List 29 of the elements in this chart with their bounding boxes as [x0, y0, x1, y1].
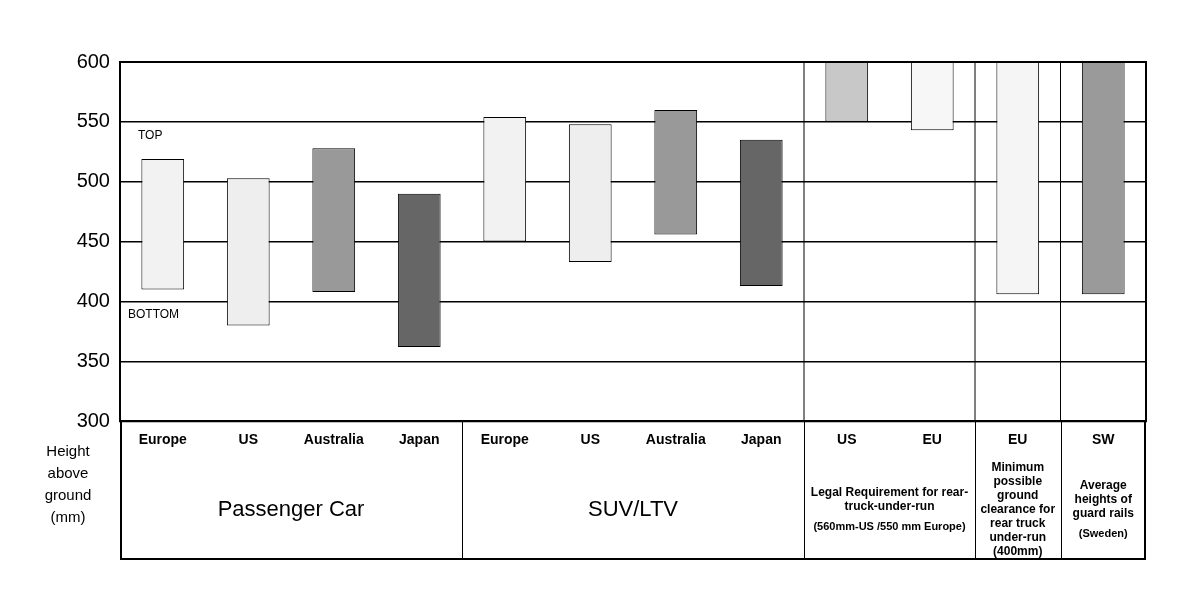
annotation: BOTTOM: [128, 307, 180, 322]
text: (560mm-US /550 mm Europe): [813, 519, 966, 534]
x-tick-label: Australia: [303, 431, 364, 448]
text: Legal Requirement for rear-truck-under-run: [809, 485, 970, 514]
x-tick-label: Japan: [399, 431, 440, 448]
text: (Sweden): [1078, 526, 1128, 541]
y-tick-label: 500: [76, 169, 110, 192]
x-tick-label: Europe: [480, 431, 530, 448]
y-tick-label: 450: [76, 229, 110, 252]
text: Minimum possible ground clearance for rear truck under-run (400mm): [979, 460, 1057, 559]
x-tick-label: EU: [922, 431, 942, 448]
x-tick-label: Japan: [741, 431, 782, 448]
x-tick-label: US: [580, 431, 600, 448]
annotation: TOP: [138, 127, 163, 142]
text: SUV/LTV: [587, 496, 679, 523]
text: Average heights of guard rails: [1071, 478, 1135, 521]
y-tick-label: 550: [76, 109, 110, 132]
y-tick-label: 300: [76, 408, 110, 431]
y-axis-title: Height above ground (mm): [43, 441, 93, 527]
y-tick-label: 400: [76, 288, 110, 311]
x-tick-label: EU: [1008, 431, 1028, 448]
x-tick-label: Europe: [138, 431, 188, 448]
y-tick-label: 350: [76, 348, 110, 371]
x-tick-label: US: [837, 431, 857, 448]
text: Passenger Car: [217, 496, 365, 523]
y-tick-label: 600: [76, 49, 110, 72]
x-tick-label: Australia: [645, 431, 706, 448]
x-tick-label: SW: [1091, 431, 1116, 448]
x-tick-label: US: [238, 431, 258, 448]
